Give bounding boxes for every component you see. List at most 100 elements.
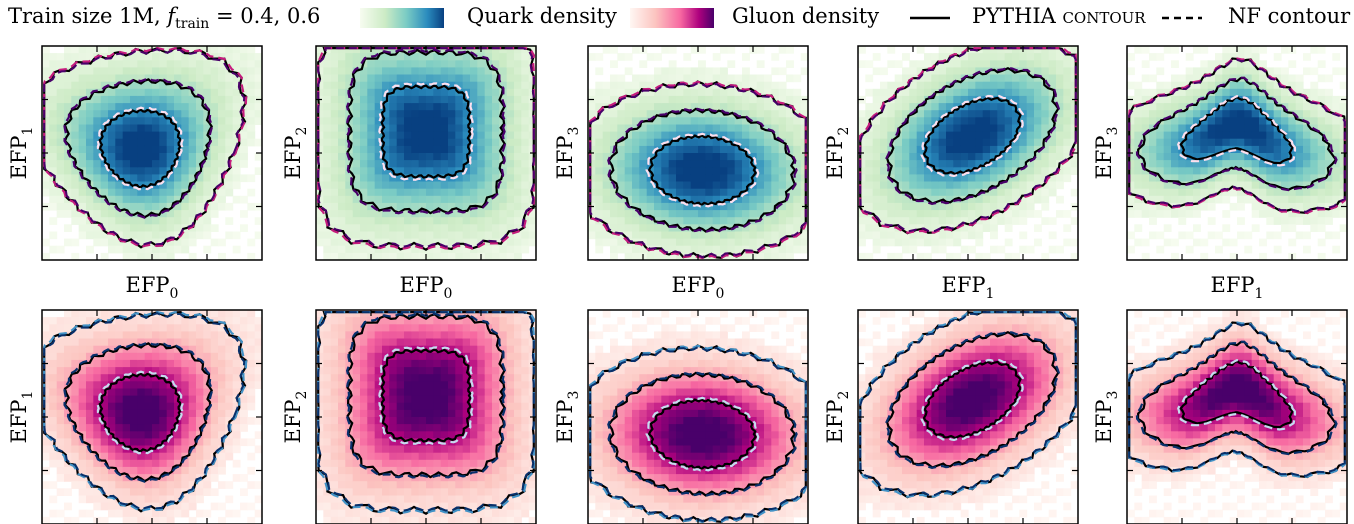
density-cell — [426, 252, 434, 260]
density-cell — [1281, 74, 1289, 83]
density-cell — [100, 359, 109, 368]
density-cell — [181, 138, 190, 147]
density-cell — [411, 95, 420, 104]
density-cell — [418, 174, 427, 183]
density-cell — [1266, 231, 1275, 240]
density-cell — [975, 138, 984, 147]
density-cell — [1004, 103, 1013, 111]
density-cell — [521, 110, 530, 118]
density-cell — [646, 188, 655, 197]
density-cell — [152, 509, 160, 518]
density-cell — [1207, 124, 1216, 133]
density-cell — [115, 103, 124, 111]
density-cell — [646, 153, 655, 161]
density-cell — [909, 145, 918, 154]
density-cell — [872, 88, 881, 97]
density-cell — [858, 181, 866, 190]
density-cell — [1215, 145, 1223, 154]
density-cell — [382, 202, 390, 211]
density-cell — [93, 81, 102, 90]
density-cell — [78, 317, 87, 325]
density-cell — [705, 174, 714, 183]
density-cell — [661, 124, 670, 133]
density-cell — [909, 224, 918, 232]
density-cell — [389, 117, 398, 125]
density-cell — [1273, 131, 1282, 140]
density-cell — [130, 53, 138, 61]
density-cell — [108, 388, 116, 397]
density-cell — [690, 74, 699, 83]
density-cell — [734, 160, 743, 168]
density-cell — [953, 238, 962, 247]
density-cell — [506, 131, 515, 140]
density-cell — [492, 167, 500, 175]
density-cell — [668, 103, 677, 111]
density-cell — [181, 181, 190, 190]
density-cell — [64, 210, 72, 218]
density-cell — [514, 153, 522, 161]
density-cell — [1012, 195, 1020, 204]
density-cell — [42, 74, 50, 83]
density-cell — [196, 217, 204, 225]
density-cell — [1041, 145, 1050, 154]
density-cell — [64, 310, 72, 318]
density-cell — [440, 60, 449, 68]
density-cell — [887, 88, 896, 97]
density-cell — [1251, 95, 1260, 104]
density-cell — [946, 160, 954, 168]
density-cell — [632, 81, 640, 90]
density-cell — [330, 167, 339, 175]
density-cell — [756, 252, 765, 260]
density-cell — [1310, 167, 1319, 175]
density-cell — [115, 60, 124, 68]
density-cell — [122, 516, 131, 524]
density-cell — [953, 95, 962, 104]
density-cell — [203, 431, 212, 439]
density-cell — [232, 310, 241, 318]
density-cell — [130, 438, 138, 447]
density-cell — [323, 95, 332, 104]
density-cell — [108, 210, 116, 218]
density-cell — [196, 188, 204, 197]
density-cell — [1178, 110, 1187, 118]
density-cell — [894, 81, 903, 90]
density-cell — [1004, 95, 1013, 104]
density-cell — [1012, 210, 1020, 218]
density-cell — [521, 81, 530, 90]
density-cell — [1149, 117, 1157, 125]
density-cell — [1281, 181, 1289, 190]
density-cell — [240, 317, 248, 325]
density-cell — [872, 195, 881, 204]
density-cell — [448, 195, 456, 204]
density-cell — [793, 224, 802, 232]
density-cell — [668, 252, 677, 260]
density-cell — [506, 181, 515, 190]
density-cell — [1070, 60, 1078, 68]
density-cell — [982, 167, 991, 175]
density-cell — [712, 95, 721, 104]
density-cell — [137, 252, 146, 260]
density-cell — [152, 409, 160, 418]
density-cell — [1171, 46, 1179, 54]
density-cell — [203, 231, 212, 240]
density-cell — [330, 210, 339, 218]
density-cell — [174, 103, 182, 111]
density-cell — [982, 153, 991, 161]
density-cell — [786, 238, 794, 247]
density-cell — [316, 217, 324, 225]
density-cell — [159, 402, 168, 411]
density-cell — [78, 338, 87, 347]
density-cell — [115, 153, 124, 161]
density-cell — [56, 124, 65, 133]
density-cell — [470, 181, 478, 190]
density-cell — [1041, 195, 1050, 204]
density-cell — [1070, 88, 1078, 97]
density-cell — [1193, 202, 1201, 211]
density-cell — [756, 95, 765, 104]
density-cell — [247, 103, 256, 111]
density-cell — [137, 431, 146, 439]
density-cell — [1171, 88, 1179, 97]
density-cell — [800, 181, 808, 190]
density-cell — [698, 145, 706, 154]
density-cell — [1200, 138, 1209, 147]
